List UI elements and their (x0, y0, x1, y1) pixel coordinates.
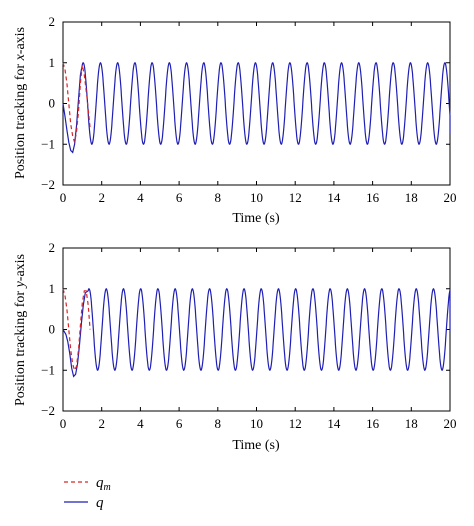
legend-entry-qm: qm (64, 475, 111, 493)
series-q-line (62, 61, 451, 154)
x-tick-label: 12 (289, 190, 302, 205)
x-tick-label: 2 (98, 190, 105, 205)
y-tick-label: 1 (49, 281, 56, 296)
x-tick-label: 14 (327, 416, 341, 431)
x-tick-label: 8 (215, 190, 222, 205)
x-tick-label: 6 (176, 190, 183, 205)
x-tick-label: 16 (366, 190, 380, 205)
y-axis-title: Position tracking for x-axis (13, 27, 28, 179)
series-group (62, 61, 451, 154)
x-tick-label: 10 (250, 416, 263, 431)
y-tick-label: 2 (49, 240, 56, 255)
x-tick-label: 20 (444, 190, 457, 205)
x-tick-label: 18 (405, 190, 418, 205)
x-tick-label: 18 (405, 416, 418, 431)
x-tick-label: 4 (137, 416, 144, 431)
legend-entry-q: q (64, 495, 104, 511)
plot-frame (62, 21, 451, 186)
series-group (62, 287, 451, 378)
x-axis-title: Time (s) (232, 211, 280, 226)
chart-x-axis: 0 2 4 6 8 10 12 14 16 18 20 210−1−2 Time (s) Posit… (13, 14, 457, 226)
x-tick-labels: 0 2 4 6 8 10 12 14 16 18 20 (60, 190, 457, 205)
chart-y-axis: 0 2 4 6 8 10 12 14 16 18 20 210−1−2 Time (s) Posit… (13, 240, 457, 453)
y-tick-label: 1 (49, 55, 56, 70)
y-tick-label: 0 (49, 322, 56, 337)
x-tick-label: 10 (250, 190, 263, 205)
legend: qm q (64, 475, 111, 511)
y-tick-labels: 2 1 0 −1 −2 (41, 14, 55, 192)
x-axis-title: Time (s) (232, 438, 280, 453)
y-tick-label: −2 (41, 403, 55, 418)
y-tick-labels: 2 1 0 −1 −2 (41, 240, 55, 418)
legend-label-q: q (96, 495, 104, 511)
y-tick-label: −1 (41, 362, 55, 377)
x-tick-label: 12 (289, 416, 302, 431)
y-axis-title: Position tracking for y-axis (13, 254, 28, 406)
y-tick-label: 0 (49, 96, 56, 111)
x-tick-label: 0 (60, 416, 67, 431)
x-tick-labels: 0 2 4 6 8 10 12 14 16 18 20 (60, 416, 457, 431)
x-tick-label: 8 (215, 416, 222, 431)
series-qm-line (62, 288, 91, 372)
y-tick-label: 2 (49, 14, 56, 29)
x-tick-label: 2 (98, 416, 105, 431)
y-tick-label: −2 (41, 177, 55, 192)
x-tick-label: 0 (60, 190, 67, 205)
x-tick-label: 20 (444, 416, 457, 431)
legend-label-qm: qm (96, 475, 111, 493)
tick-marks (62, 21, 451, 186)
x-tick-label: 4 (137, 190, 144, 205)
x-tick-label: 6 (176, 416, 183, 431)
series-q-line (62, 287, 451, 378)
series-qm-line (62, 62, 91, 143)
x-tick-label: 16 (366, 416, 380, 431)
x-tick-label: 14 (327, 190, 341, 205)
y-tick-label: −1 (41, 136, 55, 151)
